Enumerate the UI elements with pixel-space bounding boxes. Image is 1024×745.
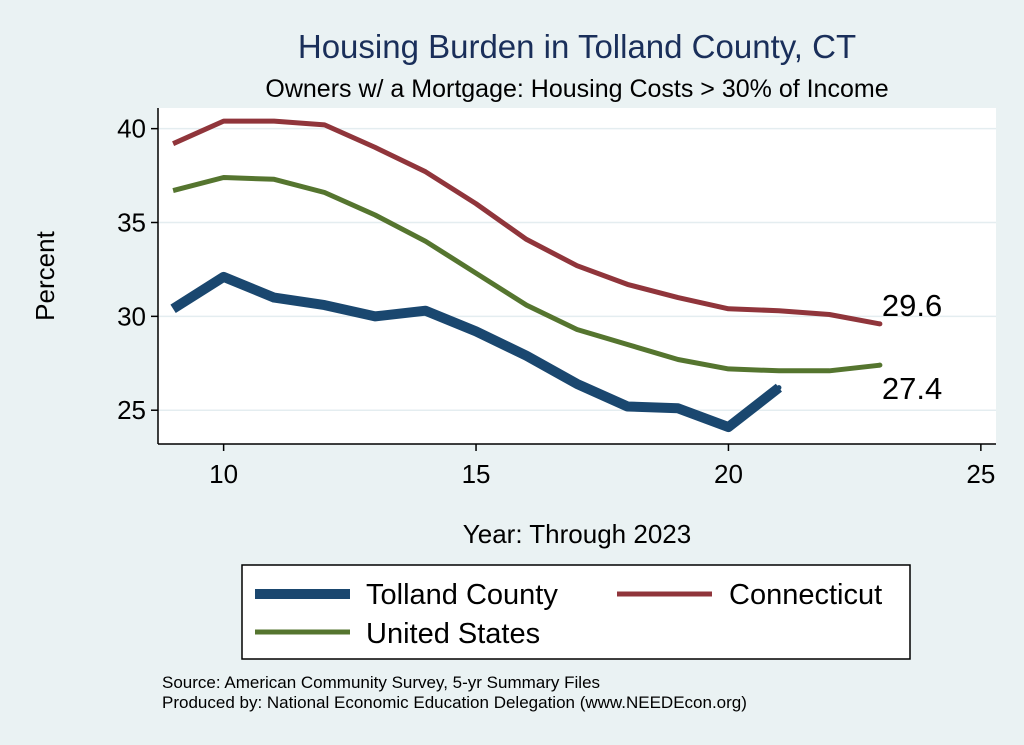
axes: 25 30 35 40 10 15 20 25 <box>117 108 996 489</box>
x-axis-title: Year: Through 2023 <box>463 519 691 549</box>
y-tick-label-40: 40 <box>117 114 146 144</box>
source-note: Source: American Community Survey, 5-yr … <box>162 673 600 692</box>
end-label-connecticut: 29.6 <box>882 288 942 323</box>
y-tick-label-25: 25 <box>117 395 146 425</box>
y-tick-label-35: 35 <box>117 208 146 238</box>
produced-by-note: Produced by: National Economic Education… <box>162 693 747 712</box>
gridlines <box>158 127 996 411</box>
y-axis-title: Percent <box>30 230 60 320</box>
chart-title: Housing Burden in Tolland County, CT <box>298 28 856 65</box>
plot-area <box>158 108 996 444</box>
legend-label-united-states: United States <box>366 618 540 650</box>
y-tick-label-30: 30 <box>117 301 146 331</box>
legend: Tolland County Connecticut United States <box>241 564 911 660</box>
legend-box <box>241 564 911 660</box>
x-tick-label-20: 20 <box>714 459 743 489</box>
series-endpoint-united-states <box>877 362 883 368</box>
series-line-united-states <box>172 175 881 374</box>
legend-label-tolland-county: Tolland County <box>366 579 558 611</box>
annotations: 29.6 27.4 <box>882 288 942 406</box>
legend-label-connecticut: Connecticut <box>729 579 882 611</box>
series-line-tolland-county <box>170 271 782 433</box>
x-tick-label-15: 15 <box>462 459 491 489</box>
series-endpoint-connecticut <box>877 321 883 327</box>
series-layer <box>170 118 883 433</box>
series-line-connecticut <box>172 118 881 327</box>
x-tick-label-10: 10 <box>209 459 238 489</box>
end-label-united-states: 27.4 <box>882 371 942 406</box>
chart-subtitle: Owners w/ a Mortgage: Housing Costs > 30… <box>265 75 888 103</box>
x-tick-label-25: 25 <box>966 459 995 489</box>
series-endpoint-tolland-county <box>776 385 782 391</box>
